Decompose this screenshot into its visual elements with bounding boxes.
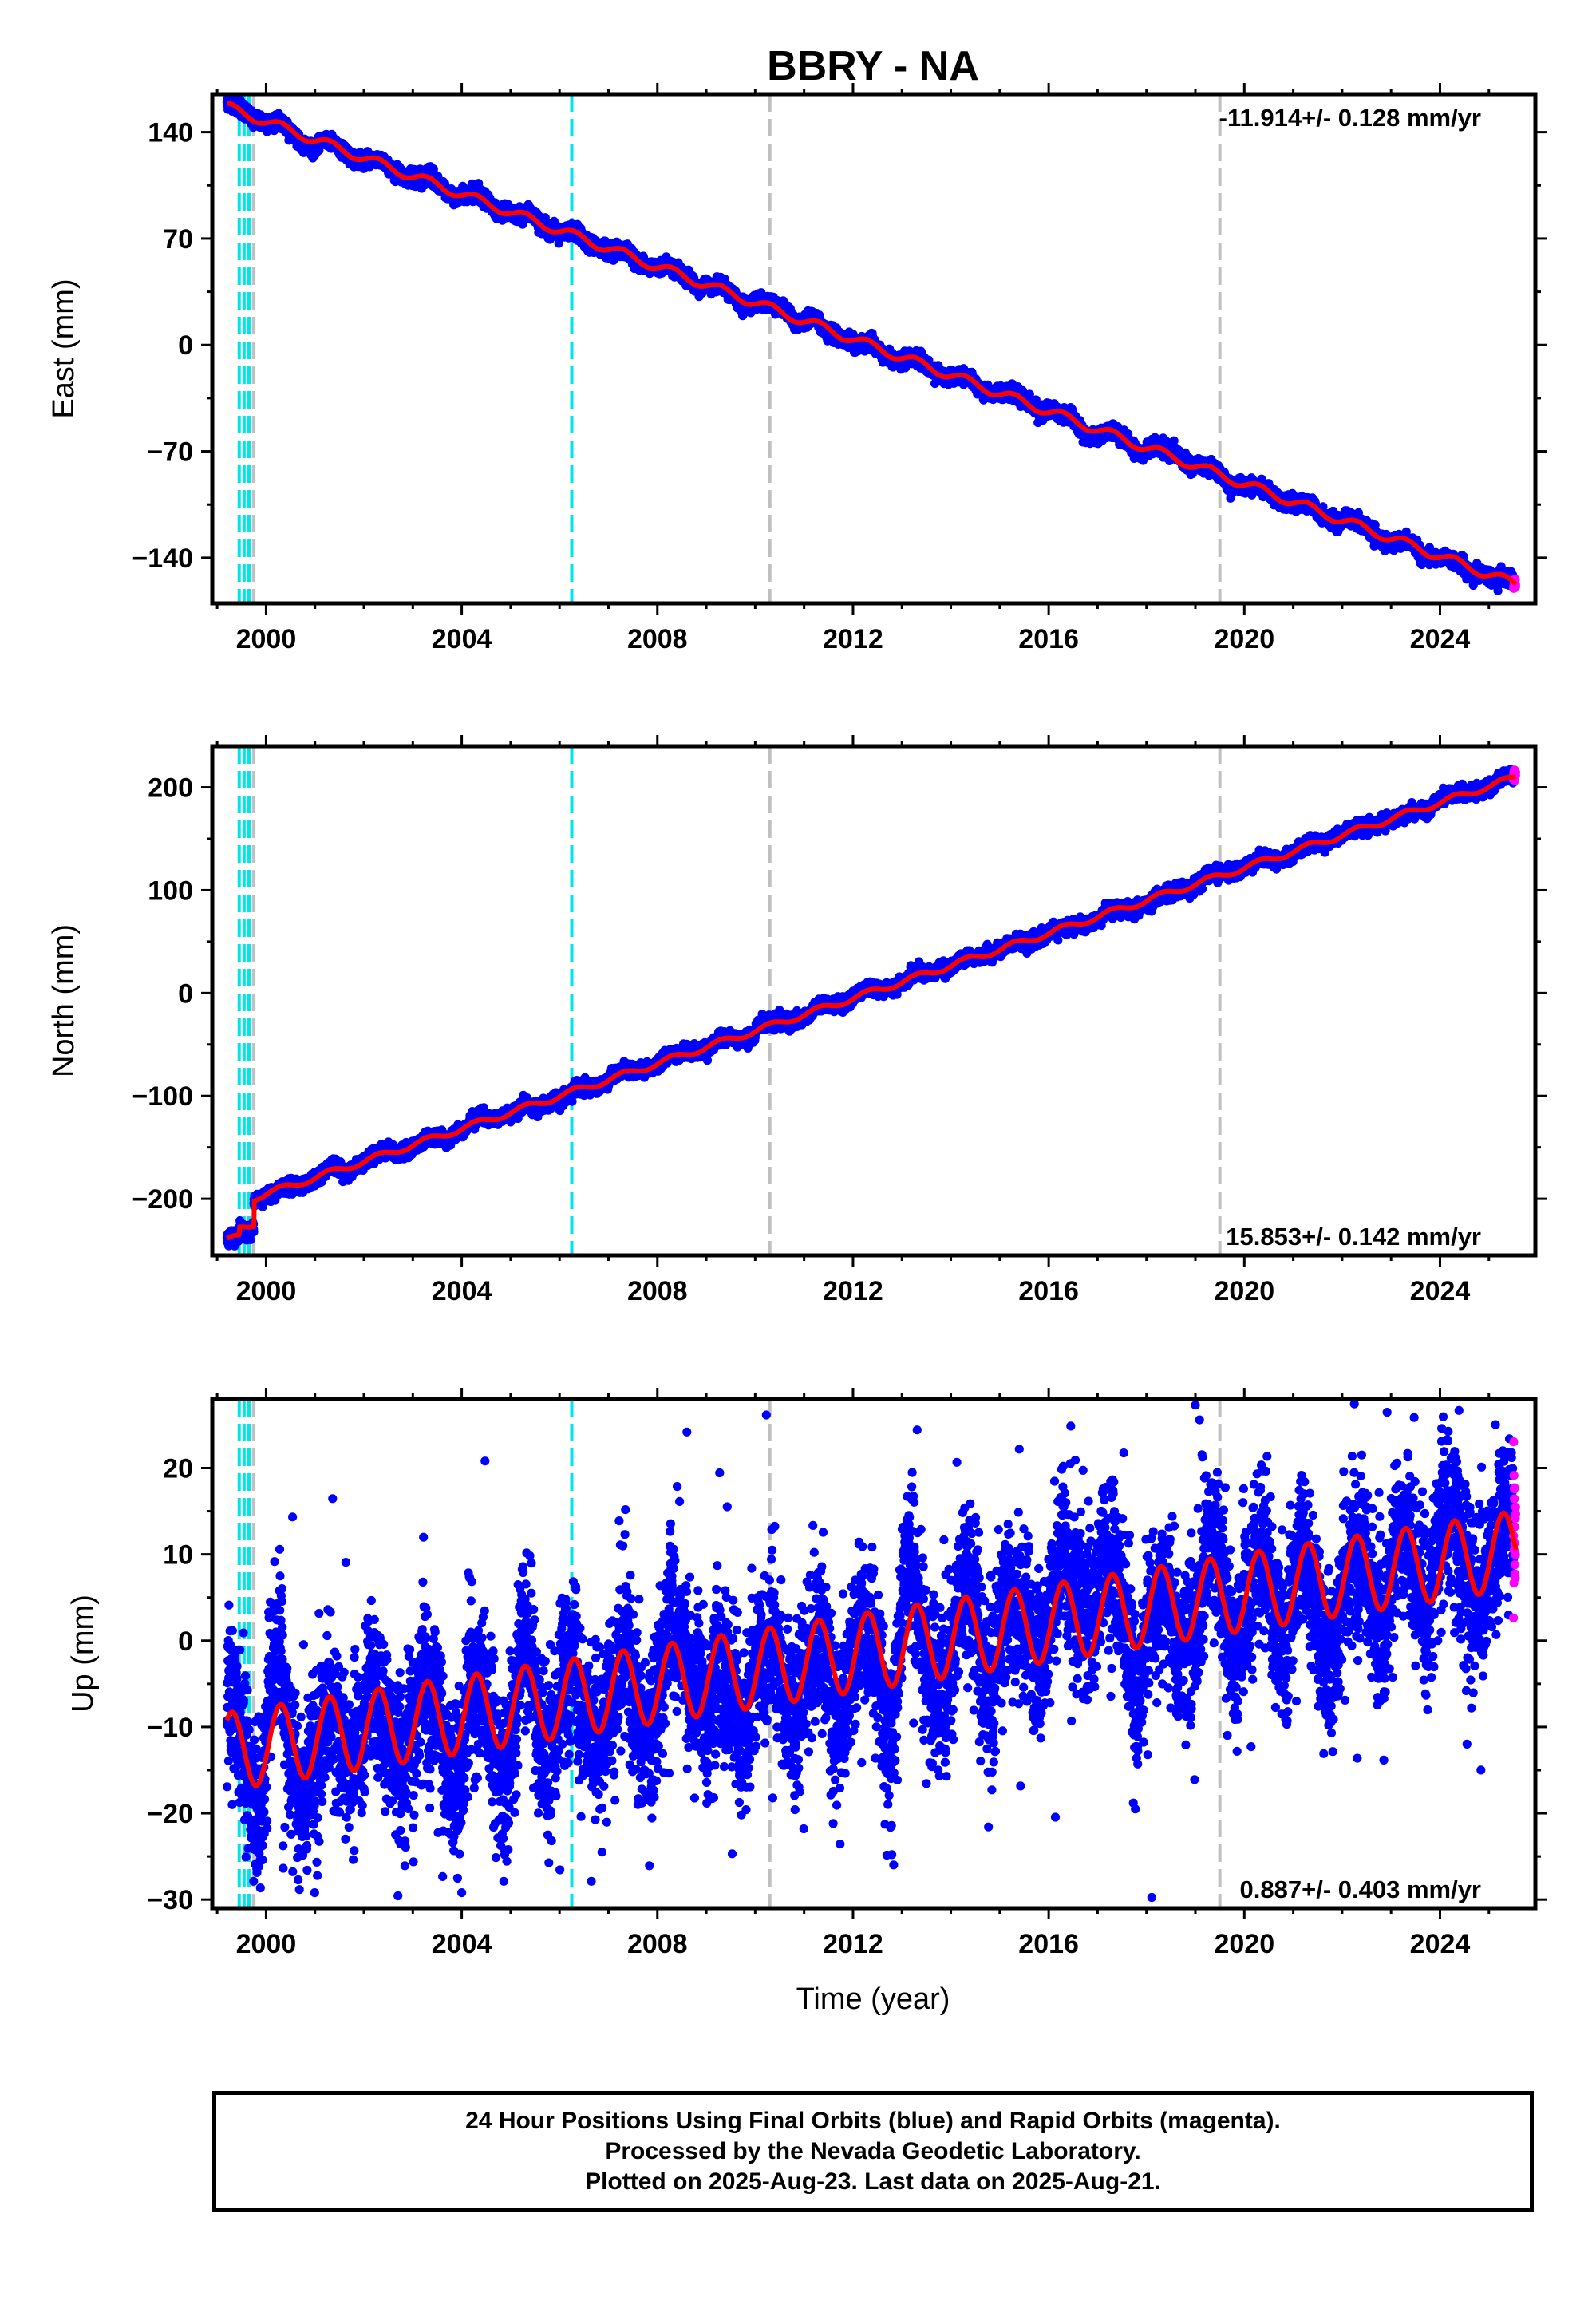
x-tick-label: 2000 (236, 624, 297, 654)
y-tick-label: 0 (178, 330, 193, 361)
figure-title: BBRY - NA (767, 43, 979, 89)
north-panel: 2000 2004 2008 2012 2016 2020 2024 −200 −100 0 100… (47, 735, 1547, 1306)
y-tick-label: −70 (147, 437, 193, 468)
y-axis-label: North (mm) (47, 924, 81, 1077)
y-tick-label: 70 (163, 224, 193, 255)
y-tick-label: 100 (148, 875, 193, 906)
x-tick-label: 2012 (823, 624, 883, 654)
velocity-label: 0.887+/- 0.403 mm/yr (1240, 1875, 1481, 1903)
y-axis-label: East (mm) (47, 279, 81, 418)
plot-area (222, 94, 1520, 603)
x-tick-label: 2016 (1018, 1929, 1079, 1959)
processing-note-line-3: Plotted on 2025-Aug-23. Last data on 202… (585, 2168, 1161, 2195)
processing-note-line-1: 24 Hour Positions Using Final Orbits (bl… (465, 2108, 1281, 2134)
y-axis-label: Up (mm) (66, 1595, 100, 1713)
x-tick-label: 2012 (823, 1276, 883, 1306)
plot-frame (210, 1397, 1538, 1911)
x-tick-label: 2008 (627, 1929, 688, 1959)
x-tick-label: 2024 (1410, 1929, 1471, 1959)
x-tick-label: 2004 (432, 1276, 492, 1306)
up-panel: 2000 2004 2008 2012 2016 2020 2024 −30 −20 −10 0 10… (66, 1388, 1547, 1959)
y-tick-label: −20 (147, 1799, 193, 1829)
plot-frame (210, 92, 1538, 606)
x-tick-label: 2016 (1018, 1276, 1079, 1306)
x-tick-label: 2020 (1214, 1276, 1274, 1306)
processing-note-line-2: Processed by the Nevada Geodetic Laborat… (605, 2138, 1141, 2164)
x-tick-label: 2000 (236, 1276, 297, 1306)
model-fit-line (224, 1510, 1519, 1788)
y-tick-label: 200 (148, 773, 193, 804)
x-axis-label: Time (year) (796, 1982, 950, 2016)
x-tick-label: 2020 (1214, 624, 1274, 654)
x-tick-label: 2024 (1410, 1276, 1471, 1306)
y-tick-label: 20 (163, 1454, 193, 1484)
plot-frame (210, 744, 1538, 1258)
y-tick-label: 140 (148, 118, 193, 148)
y-tick-label: 10 (163, 1540, 193, 1571)
x-tick-label: 2012 (823, 1929, 883, 1959)
x-tick-label: 2004 (432, 624, 492, 654)
x-tick-label: 2004 (432, 1929, 492, 1959)
final-orbit-points (222, 1399, 1518, 1903)
final-orbit-points (222, 94, 1518, 595)
x-tick-label: 2020 (1214, 1929, 1274, 1959)
plot-area (222, 746, 1520, 1255)
y-tick-label: −10 (147, 1713, 193, 1743)
y-tick-label: −200 (132, 1184, 193, 1215)
x-tick-label: 2000 (236, 1929, 297, 1959)
model-fit-line (225, 774, 1518, 1241)
velocity-label: 15.853+/- 0.142 mm/yr (1226, 1223, 1481, 1251)
x-tick-label: 2024 (1410, 624, 1471, 654)
plot-area (222, 1399, 1520, 1908)
y-tick-label: −30 (147, 1885, 193, 1915)
processing-note-box: 24 Hour Positions Using Final Orbits (bl… (212, 2091, 1534, 2212)
x-tick-label: 2016 (1018, 624, 1079, 654)
x-tick-label: 2008 (627, 1276, 688, 1306)
x-tick-label: 2008 (627, 624, 688, 654)
y-tick-label: 0 (178, 978, 193, 1009)
y-tick-label: 0 (178, 1626, 193, 1657)
east-panel: 2000 2004 2008 2012 2016 2020 2024 −140 −70 0 70 14… (47, 83, 1547, 654)
velocity-label: -11.914+/- 0.128 mm/yr (1219, 104, 1481, 132)
model-fit-line (225, 101, 1518, 587)
rapid-orbit-points (1509, 1437, 1520, 1622)
y-tick-label: −100 (132, 1081, 193, 1112)
y-tick-label: −140 (132, 543, 193, 574)
